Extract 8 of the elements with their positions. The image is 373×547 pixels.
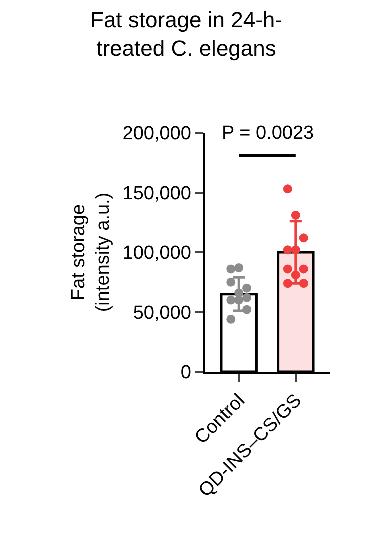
chart-title: Fat storage in 24-h-treated C. elegans [90, 7, 282, 61]
y-tick-label: 0 [180, 362, 192, 384]
y-tick-label: 200,000 [122, 124, 192, 145]
y-tick-label: 50,000 [133, 302, 192, 324]
annotation: P = 0.0023 [222, 123, 314, 144]
y-axis-title: Fat storage (intensity a.u.) [68, 192, 114, 312]
y-tick-label: 150,000 [122, 183, 192, 204]
y-tick-label: 100,000 [122, 243, 192, 264]
